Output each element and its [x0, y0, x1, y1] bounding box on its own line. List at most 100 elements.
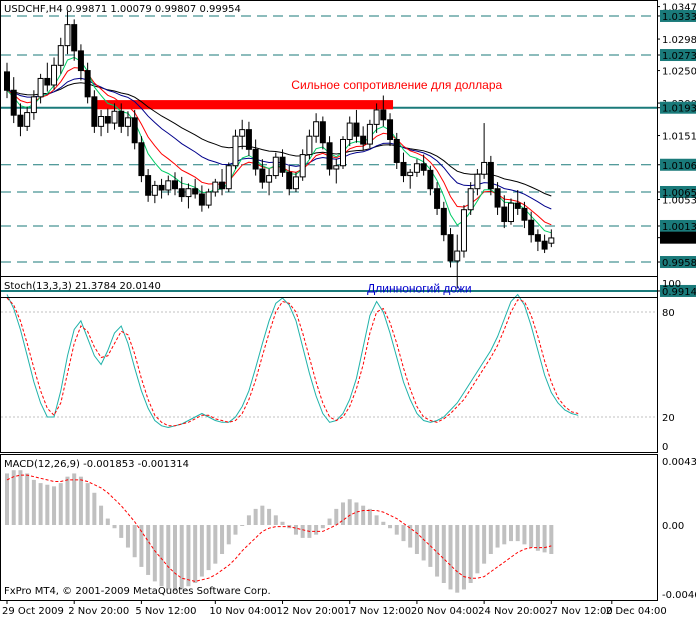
price-tag-box — [660, 219, 696, 232]
candle-body — [460, 209, 467, 252]
price-panel-header: USDCHF,H4 0.99871 1.00079 0.99807 0.9995… — [4, 4, 241, 15]
candle-body — [24, 112, 31, 127]
macd-bar — [18, 470, 23, 526]
macd-bar — [233, 525, 238, 535]
macd-bar — [414, 525, 419, 555]
candle — [313, 113, 320, 143]
candle — [400, 152, 407, 183]
macd-bar — [246, 515, 251, 526]
candlesticks — [4, 11, 555, 289]
candle — [232, 129, 239, 170]
macd-bar — [45, 484, 50, 526]
candle-body — [360, 135, 367, 145]
candle — [481, 123, 488, 179]
candle-body — [454, 250, 461, 262]
macd-bar — [354, 502, 359, 526]
macd-bar — [112, 525, 117, 529]
doji-annotation: Длинноногий дожи — [367, 282, 471, 296]
candle-body — [427, 169, 434, 190]
price-tag-box — [660, 158, 696, 171]
candle-body — [292, 176, 299, 190]
macd-bar — [213, 525, 218, 564]
macd-bar — [139, 525, 144, 567]
candle — [413, 159, 420, 177]
price-tick-label: 1.02737 — [662, 51, 696, 62]
time-tick-label: 17 Nov 12:00 — [344, 606, 411, 617]
price-tag-box — [660, 49, 696, 62]
candle-body — [138, 142, 145, 177]
macd-bar — [267, 508, 272, 526]
macd-bar — [220, 525, 225, 555]
candle — [212, 178, 219, 197]
candle — [239, 119, 246, 150]
resistance-zone — [91, 100, 394, 110]
candle — [98, 109, 105, 137]
candle-body — [494, 188, 501, 208]
candle — [427, 165, 434, 196]
candle — [91, 90, 98, 133]
candle — [124, 111, 131, 137]
candle — [37, 73, 44, 104]
macd-bar — [421, 525, 426, 561]
macd-bar — [253, 508, 258, 526]
macd-bar — [347, 499, 352, 526]
candle-body — [380, 109, 387, 121]
candle — [64, 11, 71, 55]
candle — [387, 113, 394, 147]
macd-tick-label: -0.004655 — [662, 590, 696, 601]
candle — [17, 103, 24, 137]
price-tick-label: 1.01065 — [662, 161, 696, 172]
candle-body — [366, 123, 373, 145]
macd-bar — [125, 525, 130, 548]
candle-body — [420, 163, 427, 171]
candle-body — [487, 161, 494, 190]
time-tick-label: 5 Nov 12:00 — [135, 606, 196, 617]
candle-body — [319, 121, 326, 144]
ma-fast — [6, 56, 552, 234]
current-price-box — [660, 231, 696, 244]
price-tick: 0.99583 — [657, 256, 696, 269]
price-tick-label: 0.99954 — [662, 234, 696, 245]
macd-bar — [320, 525, 325, 529]
candle-body — [467, 188, 474, 211]
candle — [252, 139, 259, 176]
candle — [326, 136, 333, 176]
copyright-text: FxPro MT4, © 2001-2009 MetaQuotes Softwa… — [4, 586, 271, 597]
candle — [487, 155, 494, 196]
candle — [51, 57, 58, 91]
macd-bar — [280, 521, 285, 526]
macd-bar — [367, 508, 372, 526]
candle — [205, 188, 212, 209]
macd-bar — [260, 505, 265, 526]
candle — [24, 106, 31, 131]
stochastic-header: Stoch(13,3,3) 21.3784 20.0140 — [4, 281, 161, 292]
macd-bar — [11, 470, 16, 526]
time-tick-label: 24 Nov 20:00 — [478, 606, 545, 617]
macd-bar — [388, 525, 393, 529]
candle — [346, 116, 353, 147]
price-tick: 1.01934 — [657, 101, 696, 115]
candle — [77, 44, 84, 81]
macd-bar — [5, 473, 9, 526]
price-tick: 1.01510 — [657, 132, 696, 143]
stoch-tick-label: 0 — [662, 442, 668, 453]
candle-body — [266, 175, 273, 183]
macd-bar — [293, 525, 298, 535]
candle — [508, 198, 514, 225]
price-tag-box — [660, 256, 696, 269]
macd-bar — [159, 525, 164, 587]
candle-body — [306, 135, 313, 156]
candle-body — [481, 161, 488, 175]
candle — [225, 162, 232, 192]
candle — [534, 229, 541, 252]
candle-body — [158, 184, 165, 191]
candle — [393, 132, 400, 170]
macd-bar — [206, 525, 211, 571]
candle-body — [541, 240, 548, 250]
macd-bar — [193, 525, 198, 584]
macd-panel-frame — [0, 454, 658, 601]
candle-body — [98, 116, 105, 127]
macd-bar — [240, 525, 245, 527]
candle-body — [111, 110, 118, 124]
